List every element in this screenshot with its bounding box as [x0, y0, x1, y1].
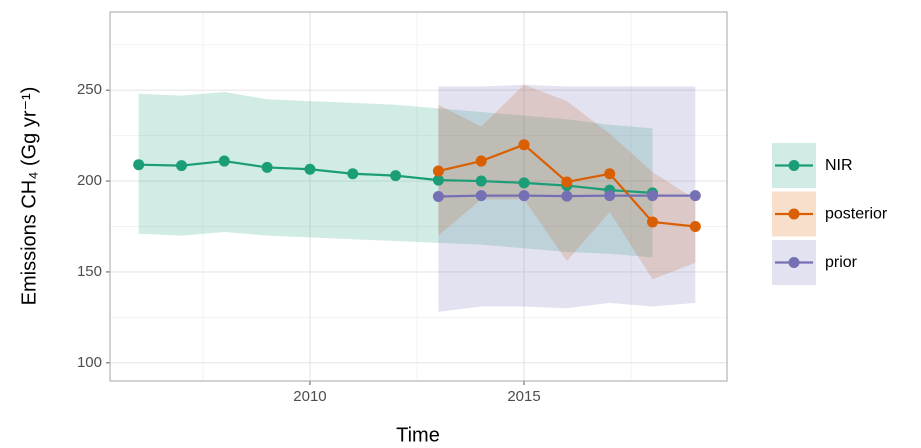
point: [689, 190, 701, 202]
point: [518, 177, 530, 189]
point: [689, 220, 701, 232]
panel-border: [109, 11, 728, 382]
point: [432, 174, 444, 186]
point: [561, 190, 573, 202]
legend-label: posterior: [825, 206, 888, 223]
legend-point: [788, 257, 800, 268]
point: [561, 176, 573, 188]
y-tick-label: 100: [77, 354, 102, 371]
y-tick-label: 250: [77, 81, 102, 98]
point: [347, 168, 359, 180]
x-axis-title: Time: [396, 424, 440, 446]
point: [261, 161, 273, 173]
point: [604, 190, 616, 202]
point: [475, 175, 487, 187]
point: [304, 163, 316, 175]
point: [133, 159, 145, 171]
point: [604, 168, 616, 180]
x-tick-label: 2010: [293, 388, 326, 405]
point: [518, 139, 530, 151]
y-tick-label: 200: [77, 172, 102, 189]
point: [475, 155, 487, 167]
point: [475, 190, 487, 202]
point: [646, 216, 658, 228]
legend-label: prior: [825, 254, 858, 271]
legend-point: [788, 160, 800, 171]
point: [518, 190, 530, 202]
y-tick-label: 150: [77, 263, 102, 280]
point: [432, 165, 444, 177]
point: [176, 160, 188, 172]
x-tick-label: 2015: [507, 388, 540, 405]
point: [432, 191, 444, 202]
y-axis-title: Emissions CH₄ (Gg yr⁻¹): [18, 87, 40, 306]
legend-point: [788, 208, 800, 220]
point: [218, 155, 230, 167]
point: [390, 170, 402, 182]
legend-label: NIR: [825, 157, 853, 174]
point: [646, 190, 658, 202]
